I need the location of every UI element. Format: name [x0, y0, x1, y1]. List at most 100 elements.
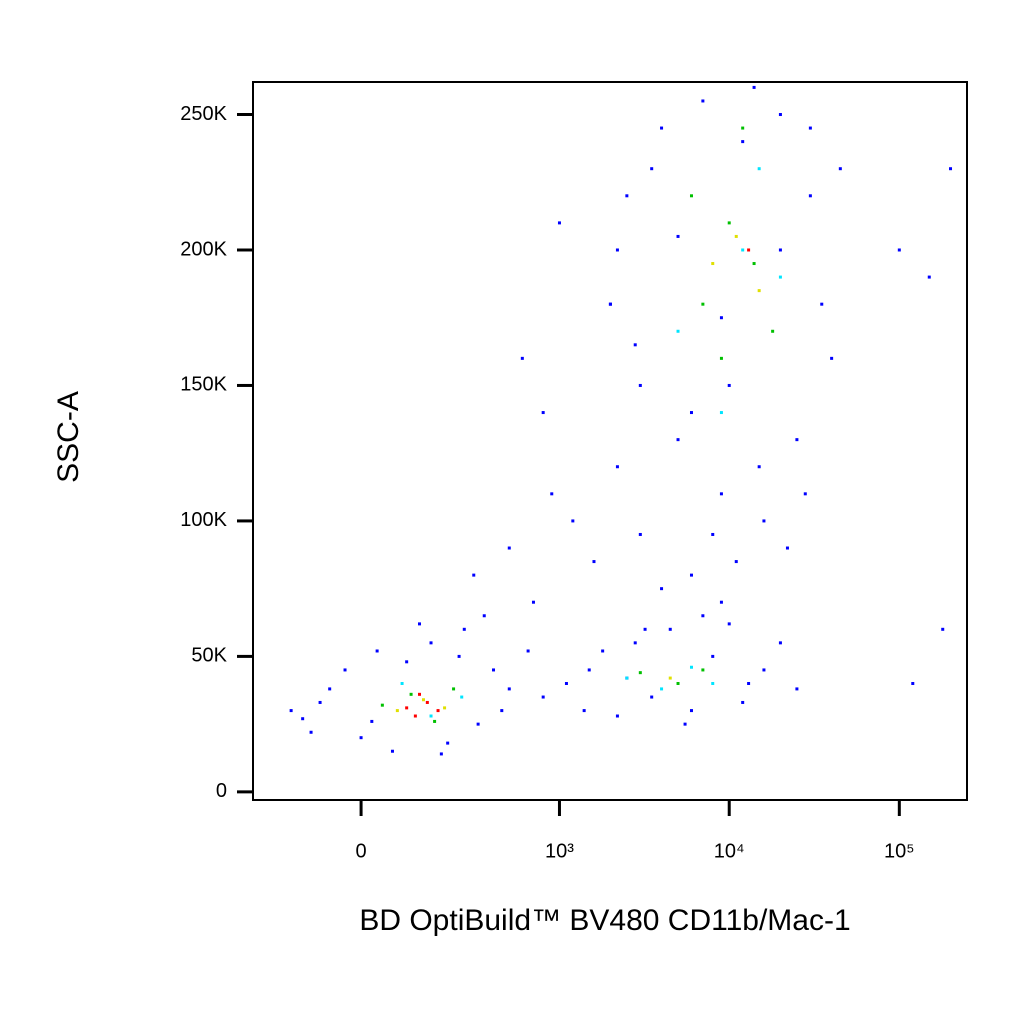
point [741, 248, 745, 252]
point [531, 600, 535, 604]
point [582, 709, 586, 713]
point [500, 709, 504, 713]
point [526, 649, 530, 653]
point [425, 700, 429, 704]
point [689, 573, 693, 577]
point [785, 546, 789, 550]
point [757, 289, 761, 293]
point [380, 703, 384, 707]
point [719, 492, 723, 496]
point [492, 668, 496, 672]
x-tick-label: 10⁵ [884, 840, 915, 862]
point [421, 698, 425, 702]
point [911, 681, 915, 685]
point [301, 717, 305, 721]
point [625, 194, 629, 198]
point [571, 519, 575, 523]
point [289, 709, 293, 713]
point [727, 622, 731, 626]
point [507, 546, 511, 550]
point [752, 85, 756, 89]
point [405, 660, 409, 664]
point [359, 736, 363, 740]
point [460, 695, 464, 699]
point [719, 316, 723, 320]
x-tick-label: 10⁴ [714, 840, 745, 862]
point [711, 262, 715, 266]
point [727, 383, 731, 387]
point [439, 752, 443, 756]
point [757, 167, 761, 171]
point [927, 275, 931, 279]
point [689, 194, 693, 198]
point [507, 687, 511, 691]
y-tick-label: 250K [180, 103, 227, 125]
point [433, 719, 437, 723]
point [462, 627, 466, 631]
point [941, 627, 945, 631]
point [660, 587, 664, 591]
point [409, 692, 413, 696]
point [778, 641, 782, 645]
point [808, 126, 812, 130]
point [727, 221, 731, 225]
point [457, 654, 461, 658]
y-tick-label: 0 [216, 780, 227, 802]
point [757, 465, 761, 469]
point [830, 356, 834, 360]
x-tick-label: 10³ [545, 840, 574, 862]
point [429, 714, 433, 718]
point [318, 700, 322, 704]
point [541, 411, 545, 415]
point [747, 681, 751, 685]
y-tick-label: 200K [180, 238, 227, 260]
point [668, 627, 672, 631]
point [615, 714, 619, 718]
point [689, 709, 693, 713]
point [949, 167, 953, 171]
point [417, 622, 421, 626]
point [633, 641, 637, 645]
point [803, 492, 807, 496]
point [650, 167, 654, 171]
point [309, 730, 313, 734]
point [778, 275, 782, 279]
point [541, 695, 545, 699]
point [734, 234, 738, 238]
point [608, 302, 612, 306]
point [683, 722, 687, 726]
point [719, 600, 723, 604]
y-tick-label: 100K [180, 509, 227, 531]
point [676, 329, 680, 333]
point [660, 687, 664, 691]
point [762, 519, 766, 523]
point [482, 614, 486, 618]
point [638, 532, 642, 536]
point [395, 709, 399, 713]
point [660, 126, 664, 130]
y-tick-label: 50K [191, 645, 227, 667]
point [838, 167, 842, 171]
point [719, 411, 723, 415]
point [747, 248, 751, 252]
point [446, 741, 450, 745]
point [615, 465, 619, 469]
point [429, 641, 433, 645]
point [520, 356, 524, 360]
point [701, 614, 705, 618]
point [701, 99, 705, 103]
point [701, 668, 705, 672]
point [778, 248, 782, 252]
y-tick-label: 150K [180, 374, 227, 396]
point [741, 140, 745, 144]
point [701, 302, 705, 306]
point [592, 560, 596, 564]
point [625, 676, 629, 680]
point [778, 113, 782, 117]
point [443, 706, 447, 710]
point [601, 649, 605, 653]
point [734, 560, 738, 564]
point [711, 654, 715, 658]
point [676, 234, 680, 238]
point [472, 573, 476, 577]
